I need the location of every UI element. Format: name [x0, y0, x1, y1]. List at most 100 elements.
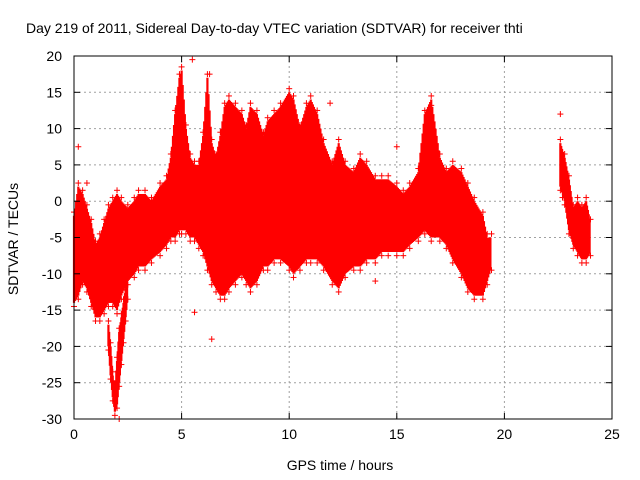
data-point-marker — [131, 274, 138, 281]
data-point-outlier — [327, 100, 334, 107]
data-point-marker — [118, 194, 125, 201]
data-point-marker — [111, 412, 118, 419]
data-point-marker — [122, 281, 129, 288]
data-point-marker — [583, 194, 590, 201]
x-tick-label: 10 — [281, 426, 297, 442]
data-point-marker — [277, 259, 284, 266]
data-point-marker — [148, 194, 155, 201]
data-point-marker — [105, 347, 112, 354]
data-point-marker — [357, 151, 364, 158]
data-point-marker — [208, 281, 215, 288]
data-point-marker — [570, 245, 577, 252]
data-point-marker — [277, 100, 284, 107]
data-point-marker — [120, 339, 127, 346]
data-point-marker — [565, 230, 572, 237]
data-point-marker — [464, 288, 471, 295]
data-point-marker — [320, 267, 327, 274]
data-point-marker — [213, 288, 220, 295]
data-point-marker — [479, 296, 486, 303]
data-point-marker — [428, 92, 435, 99]
data-point-marker — [342, 158, 349, 165]
data-point-marker — [296, 267, 303, 274]
data-point-marker — [109, 368, 116, 375]
data-point-outlier — [279, 103, 286, 110]
data-point-marker — [101, 310, 108, 317]
data-point-outlier — [372, 278, 379, 285]
data-point-marker — [329, 158, 336, 165]
data-point-marker — [557, 136, 564, 143]
data-point-marker — [363, 259, 370, 266]
data-point-marker — [79, 281, 86, 288]
data-point-marker — [578, 201, 585, 208]
data-point-marker — [363, 158, 370, 165]
data-point-marker — [105, 201, 112, 208]
data-point-marker — [122, 317, 129, 324]
data-point-marker — [88, 216, 95, 223]
y-tick-label: 20 — [46, 48, 62, 64]
data-point-outlier — [428, 102, 435, 109]
data-point-marker — [148, 259, 155, 266]
data-point-marker — [114, 405, 121, 412]
data-point-marker — [157, 252, 164, 259]
data-point-marker — [335, 136, 342, 143]
data-point-marker — [443, 245, 450, 252]
data-point-marker — [565, 172, 572, 179]
data-point-marker — [372, 259, 379, 266]
data-point-outlier — [83, 180, 90, 187]
data-point-marker — [290, 274, 297, 281]
data-point-marker — [385, 172, 392, 179]
data-point-marker — [83, 201, 90, 208]
data-point-marker — [253, 107, 260, 114]
data-point-marker — [96, 230, 103, 237]
x-tick-label: 0 — [70, 426, 78, 442]
y-tick-label: 0 — [54, 193, 62, 209]
data-point-marker — [157, 180, 164, 187]
data-point-marker — [142, 267, 149, 274]
data-point-marker — [238, 274, 245, 281]
data-point-marker — [406, 245, 413, 252]
data-point-marker — [464, 180, 471, 187]
data-point-marker — [421, 230, 428, 237]
data-point-marker — [204, 267, 211, 274]
data-point-marker — [182, 230, 189, 237]
data-point-marker — [406, 180, 413, 187]
data-point-marker — [208, 136, 215, 143]
data-point-outlier — [189, 56, 196, 63]
data-point-marker — [264, 114, 271, 121]
data-point-marker — [135, 267, 142, 274]
data-point-marker — [221, 296, 228, 303]
data-point-marker — [385, 252, 392, 259]
data-point-marker — [458, 274, 465, 281]
data-point-marker — [163, 245, 170, 252]
data-point-marker — [449, 259, 456, 266]
data-point-marker — [191, 238, 198, 245]
data-point-marker — [107, 376, 114, 383]
data-point-marker — [436, 151, 443, 158]
data-point-marker — [583, 259, 590, 266]
data-point-marker — [378, 252, 385, 259]
data-point-marker — [247, 100, 254, 107]
data-point-marker — [557, 187, 564, 194]
x-tick-label: 5 — [178, 426, 186, 442]
x-tick-label: 25 — [604, 426, 620, 442]
y-tick-label: 10 — [46, 121, 62, 137]
y-tick-label: -25 — [42, 375, 62, 391]
data-points — [71, 56, 594, 422]
data-point-marker — [116, 383, 123, 390]
data-point-marker — [393, 180, 400, 187]
data-point-marker — [195, 158, 202, 165]
data-point-marker — [116, 325, 123, 332]
data-point-marker — [238, 107, 245, 114]
data-point-marker — [109, 397, 116, 404]
data-point-marker — [296, 121, 303, 128]
y-tick-label: -10 — [42, 266, 62, 282]
data-point-marker — [372, 172, 379, 179]
y-axis-label: SDTVAR / TECUs — [5, 183, 21, 295]
data-point-marker — [75, 296, 82, 303]
data-point-marker — [83, 288, 90, 295]
data-point-marker — [217, 129, 224, 136]
data-point-marker — [172, 238, 179, 245]
data-point-marker — [243, 281, 250, 288]
data-point-marker — [449, 158, 456, 165]
data-point-marker — [109, 303, 116, 310]
